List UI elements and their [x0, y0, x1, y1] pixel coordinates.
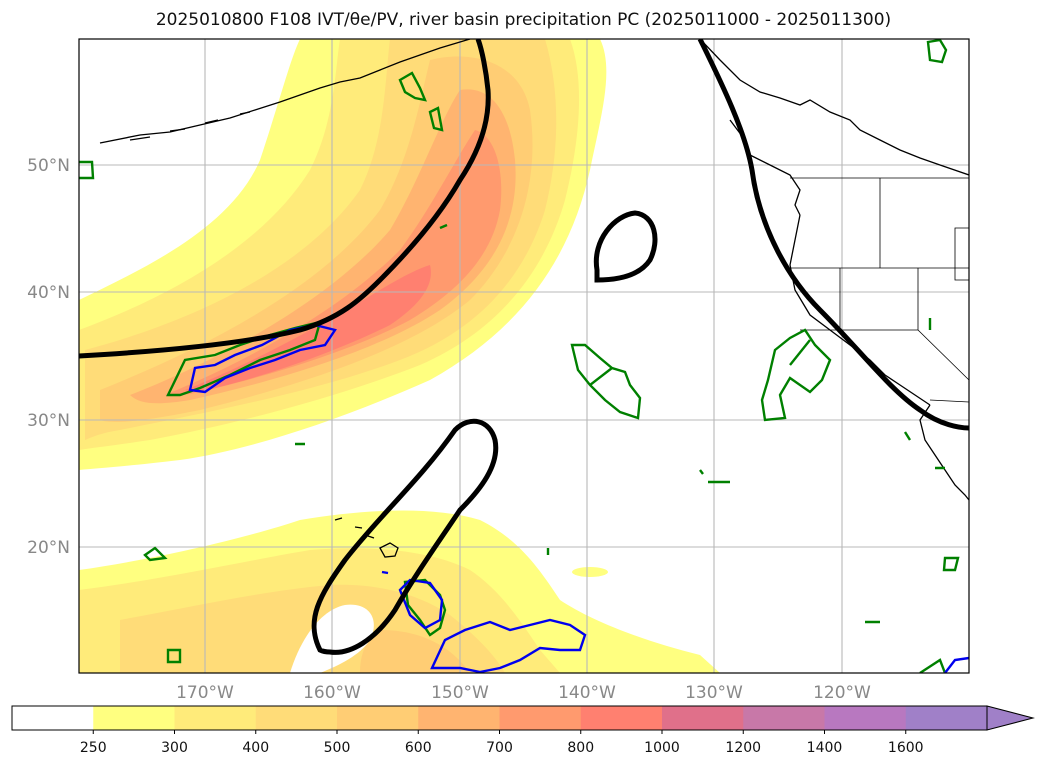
colorbar-segment	[255, 706, 338, 730]
us-west-coast	[789, 214, 931, 406]
map-panel	[79, 39, 969, 673]
lat-label-50: 50°N	[27, 156, 70, 176]
colorbar-tick-label: 1400	[807, 740, 843, 756]
pv-contours	[79, 39, 969, 655]
colorbar-segment	[499, 706, 582, 730]
colorbar-segment	[743, 706, 825, 730]
colorbar-segment	[337, 706, 419, 730]
colorbar-segment	[418, 706, 500, 730]
colorbar-extend-arrow	[986, 705, 1035, 731]
colorbar-tick-label: 700	[486, 740, 513, 756]
aleutian-islands	[129, 111, 251, 141]
pv-canada-line	[697, 39, 969, 431]
ivt-ar-500	[100, 56, 533, 422]
ivt-south-500	[360, 630, 470, 673]
colorbar-segment	[174, 706, 257, 730]
lat-label-30: 30°N	[27, 411, 70, 431]
colorbar-segment	[93, 706, 175, 730]
gridlines	[79, 39, 969, 673]
colorbar-segment	[580, 706, 663, 730]
lon-label-140w: 140°W	[558, 683, 616, 703]
map-title: 2025010800 F108 IVT/θe/PV, river basin p…	[155, 10, 892, 30]
lon-label-130w: 130°W	[685, 683, 743, 703]
colorbar-tick-label: 800	[567, 740, 594, 756]
colorbar-segment	[905, 706, 988, 730]
hawaii-island	[379, 542, 399, 558]
ivt-ar-1000	[185, 265, 431, 392]
pv-ar-line	[79, 39, 491, 359]
ivt-south-blob	[572, 567, 608, 577]
alaska-coast	[99, 39, 471, 144]
colorbar-tick-label: 400	[242, 740, 269, 756]
baja-coast	[919, 404, 969, 501]
pv-south-loop	[311, 418, 499, 655]
pv-closed-loop	[593, 210, 658, 283]
colorbar-segment	[824, 706, 907, 730]
lon-label-150w: 150°W	[431, 683, 489, 703]
colorbar-tick-label: 300	[161, 740, 188, 756]
map-frame	[78, 38, 970, 674]
colorbar-tick-label: 1600	[888, 740, 924, 756]
colorbar-tick-label: 250	[80, 740, 107, 756]
colorbar-tick-label: 600	[405, 740, 432, 756]
colorbar-tick-label: 500	[324, 740, 351, 756]
hawaii-small	[334, 517, 375, 539]
colorbar-segment	[12, 706, 94, 730]
coastlines	[99, 39, 969, 558]
colorbar-tick-label: 1000	[644, 740, 680, 756]
canada-coast	[699, 39, 969, 176]
colorbar-segment	[662, 706, 744, 730]
precip-contours-green	[79, 39, 960, 673]
lon-label-120w: 120°W	[813, 683, 871, 703]
lat-label-20: 20°N	[27, 538, 70, 558]
lon-label-160w: 160°W	[303, 683, 361, 703]
lon-label-170w: 170°W	[176, 683, 234, 703]
colorbar: 250 300 400 500 600 700 800 1000 1200 1400 1600	[11, 705, 1035, 756]
lat-label-40: 40°N	[27, 283, 70, 303]
colorbar-tick-label: 1200	[725, 740, 761, 756]
